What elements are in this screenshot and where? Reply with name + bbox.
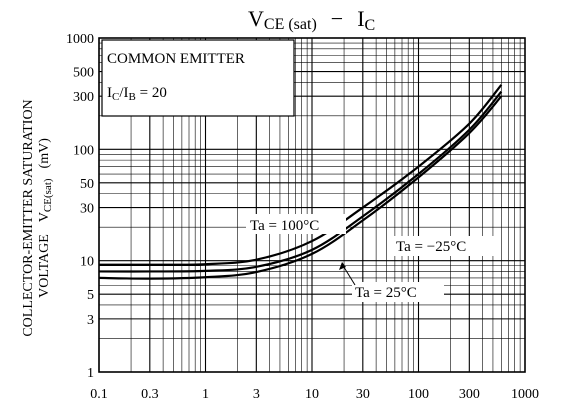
y-tick-label: 300 bbox=[73, 90, 94, 105]
series-label-100c: Ta = 100°C bbox=[250, 218, 319, 234]
y-tick-label: 100 bbox=[73, 143, 94, 158]
y-axis-label-unit: (mV) bbox=[37, 138, 52, 169]
legend-line2: IC/IB = 20 bbox=[107, 85, 167, 103]
chart-title-right-sub: C bbox=[365, 17, 376, 34]
chart-title-main-sub: CE (sat) bbox=[264, 16, 317, 33]
y-axis-label-symbol: V bbox=[37, 212, 52, 222]
y-tick-label: 1 bbox=[87, 366, 94, 381]
chart-title-right: I bbox=[357, 6, 364, 31]
y-axis-label-symbol-sub: CE(sat) bbox=[42, 178, 54, 212]
series-curves bbox=[98, 84, 503, 280]
y-tick-label: 30 bbox=[80, 202, 94, 217]
x-tick-label: 100 bbox=[408, 387, 429, 402]
y-tick-label: 3 bbox=[87, 313, 94, 328]
label-bg-100 bbox=[246, 214, 346, 234]
x-tick-label: 0.1 bbox=[90, 387, 108, 402]
x-tick-label: 10 bbox=[305, 387, 319, 402]
y-tick-label: 50 bbox=[80, 177, 94, 192]
x-tick-label: 3 bbox=[253, 387, 260, 402]
chart-title-main: V bbox=[248, 6, 264, 31]
series-line-1 bbox=[98, 90, 503, 273]
series-label-minus25c: Ta = −25°C bbox=[396, 239, 466, 255]
legend-line2-end: = 20 bbox=[136, 85, 167, 101]
y-axis-label-line2: VOLTAGE VCE(sat) (mV) bbox=[37, 138, 54, 298]
chart-title-dash: − bbox=[331, 6, 343, 31]
x-tick-labels: 0.1 0.3 1 3 10 30 100 300 1000 bbox=[90, 387, 539, 402]
label-bg-25 bbox=[352, 282, 444, 302]
x-tick-label: 0.3 bbox=[141, 387, 159, 402]
legend-line2-sub2: B bbox=[129, 91, 136, 103]
x-tick-label: 300 bbox=[459, 387, 480, 402]
series-label-25c-arrowhead bbox=[339, 262, 346, 270]
x-tick-label: 1 bbox=[202, 387, 209, 402]
y-tick-label: 5 bbox=[87, 288, 94, 303]
plot-frame bbox=[98, 37, 526, 373]
y-tick-labels: 1 3 5 10 30 50 100 300 500 1000 bbox=[66, 32, 94, 381]
label-bg-minus25 bbox=[393, 236, 495, 256]
y-axis-label-line1: COLLECTOR-EMITTER SATURATION bbox=[21, 99, 36, 336]
legend-line2-main: I bbox=[107, 85, 112, 101]
chart-title: VCE (sat) − IC bbox=[248, 6, 375, 34]
legend-box bbox=[101, 39, 295, 117]
legend-line2-mid: /I bbox=[119, 85, 128, 101]
y-tick-label: 10 bbox=[80, 255, 94, 270]
x-tick-label: 1000 bbox=[511, 387, 539, 402]
series-line-0 bbox=[98, 84, 503, 266]
legend-line2-sub1: C bbox=[112, 91, 119, 103]
y-axis-label-voltage: VOLTAGE bbox=[37, 234, 52, 298]
series-label-25c: Ta = 25°C bbox=[355, 285, 417, 301]
legend-line1: COMMON EMITTER bbox=[107, 51, 245, 67]
y-tick-label: 1000 bbox=[66, 32, 94, 47]
y-tick-label: 500 bbox=[73, 66, 94, 81]
y-axis-label: COLLECTOR-EMITTER SATURATION VOLTAGE VCE(… bbox=[21, 99, 54, 336]
x-tick-label: 30 bbox=[356, 387, 370, 402]
series-line-2 bbox=[98, 95, 503, 280]
